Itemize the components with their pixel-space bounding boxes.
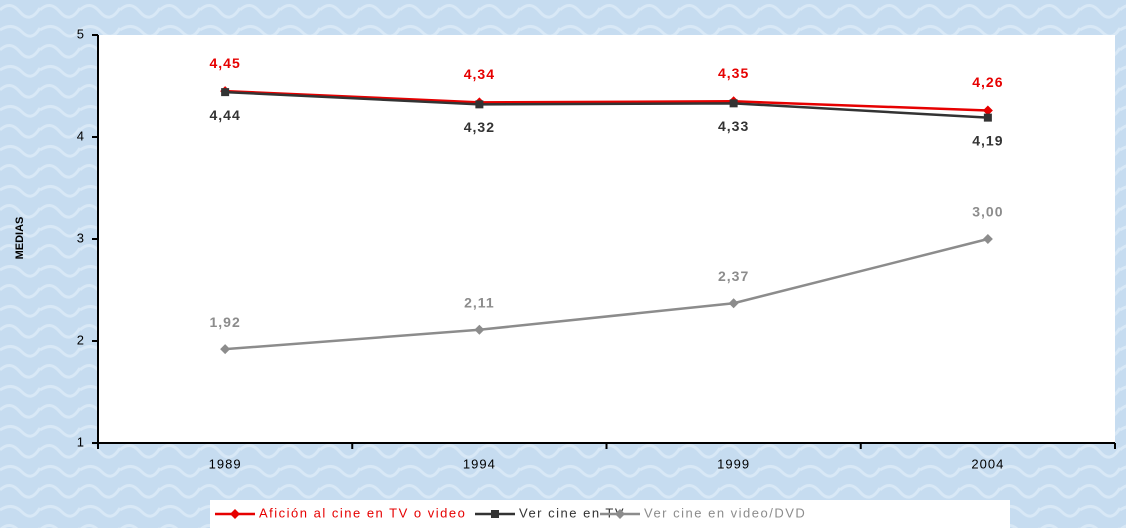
marker — [475, 100, 484, 109]
data-label: 3,00 — [972, 204, 1003, 220]
plot-area — [98, 35, 1115, 443]
marker — [220, 344, 231, 355]
data-label: 4,44 — [210, 107, 241, 123]
y-tick-label: 3 — [77, 230, 84, 245]
legend-label: Ver cine en video/DVD — [644, 505, 806, 520]
data-label: 4,45 — [210, 55, 241, 71]
marker — [728, 298, 739, 309]
marker — [221, 88, 230, 97]
series-line — [225, 90, 988, 119]
marker — [230, 509, 240, 519]
x-tick-label: 1994 — [463, 456, 496, 471]
series-line — [225, 89, 988, 112]
x-tick-label: 1999 — [717, 456, 750, 471]
data-label: 4,34 — [464, 66, 495, 82]
x-tick-label: 1989 — [209, 456, 242, 471]
data-label: 2,11 — [464, 294, 494, 310]
y-tick-label: 5 — [77, 26, 84, 41]
data-label: 1,92 — [210, 314, 241, 330]
marker — [491, 510, 499, 518]
series-line — [225, 237, 989, 351]
marker — [729, 99, 738, 108]
y-tick-label: 2 — [77, 332, 84, 347]
marker — [982, 105, 993, 116]
data-label: 4,19 — [972, 132, 1003, 148]
marker — [982, 234, 993, 244]
data-label: 4,32 — [464, 119, 495, 135]
data-label: 4,33 — [718, 118, 749, 134]
data-label: 4,26 — [972, 74, 1003, 90]
data-label: 4,35 — [718, 65, 749, 81]
marker — [983, 113, 992, 122]
legend-label: Afición al cine en TV o video — [259, 505, 466, 520]
x-tick-label: 2004 — [971, 456, 1004, 471]
data-label: 2,37 — [718, 268, 749, 284]
y-axis-label: MEDIAS — [14, 217, 26, 260]
marker — [615, 509, 625, 519]
y-tick-label: 4 — [77, 128, 84, 143]
marker — [474, 324, 485, 335]
y-tick-label: 1 — [77, 434, 84, 449]
legend-label: Ver cine en TV — [519, 505, 625, 520]
